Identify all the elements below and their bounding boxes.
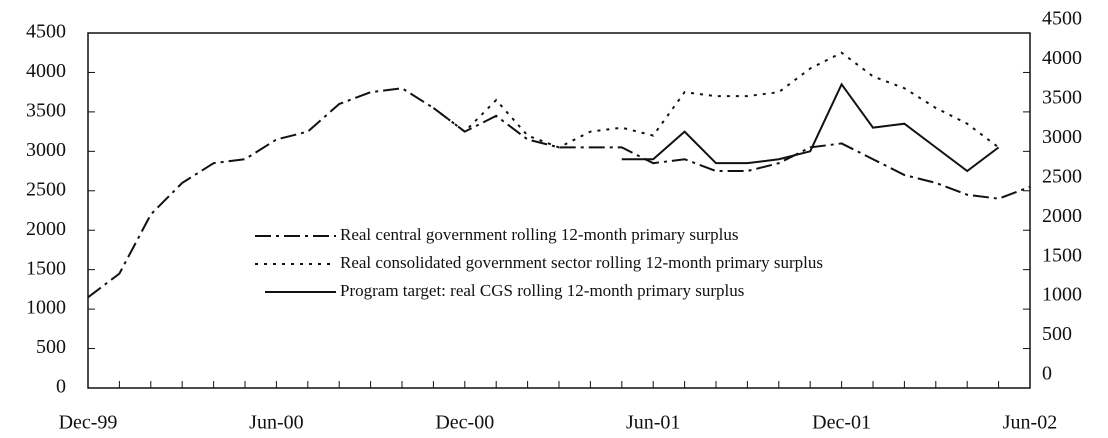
y-tick-label: 1000 (26, 297, 66, 319)
y-tick-label: 0 (56, 376, 66, 398)
legend-label: Program target: real CGS rolling 12-mont… (340, 281, 744, 300)
y-tick-label: 3500 (26, 99, 66, 121)
legend-label: Real consolidated government sector roll… (340, 253, 823, 272)
x-tick-label: Jun-02 (1003, 412, 1057, 434)
plot-frame (87, 32, 1031, 389)
y2-tick-label: 3500 (1042, 86, 1082, 108)
x-tick-label: Dec-01 (812, 412, 871, 434)
series-line (87, 87, 1031, 299)
y-tick-label: 3000 (26, 139, 66, 161)
y2-tick-label: 2500 (1042, 165, 1082, 187)
y2-tick-label: 3000 (1042, 126, 1082, 148)
y-tick-label: 2500 (26, 178, 66, 200)
y2-tick-label: 500 (1042, 323, 1072, 345)
x-tick-label: Dec-99 (59, 412, 118, 434)
x-tick-label: Jun-01 (626, 412, 680, 434)
y2-tick-label: 0 (1042, 363, 1052, 385)
y2-tick-label: 4000 (1042, 47, 1082, 69)
y-tick-label: 1500 (26, 257, 66, 279)
series-line (432, 51, 1000, 149)
y2-tick-label: 1000 (1042, 284, 1082, 306)
y-tick-label: 4500 (26, 21, 66, 43)
y2-tick-label: 2000 (1042, 205, 1082, 227)
y-tick-label: 4000 (26, 60, 66, 82)
y2-tick-label: 4500 (1042, 8, 1082, 30)
y-tick-label: 500 (36, 336, 66, 358)
y2-tick-label: 1500 (1042, 244, 1082, 266)
series-line (621, 82, 1000, 173)
legend-label: Real central government rolling 12-month… (340, 225, 738, 244)
x-tick-label: Dec-00 (435, 412, 494, 434)
x-tick-label: Jun-00 (249, 412, 303, 434)
y-tick-label: 2000 (26, 218, 66, 240)
